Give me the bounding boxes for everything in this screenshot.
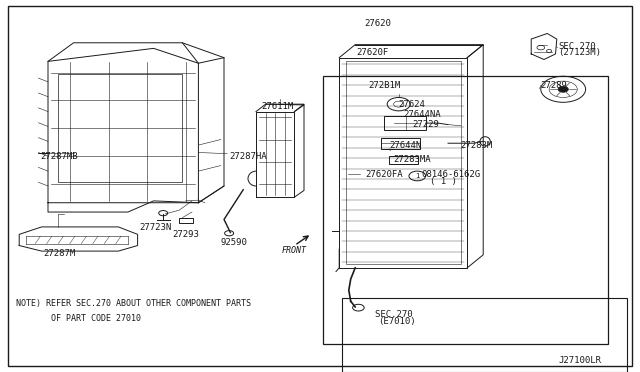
Text: 27293: 27293 [173,230,200,239]
Bar [389,156,418,164]
Text: 27620: 27620 [364,19,391,28]
Bar [346,61,461,264]
Text: 1: 1 [415,173,420,179]
Text: 27287HA: 27287HA [229,152,267,161]
Bar [323,76,608,344]
Text: 92590: 92590 [221,238,248,247]
Text: 27283MA: 27283MA [393,155,431,164]
Bar [384,116,426,130]
Text: 27229: 27229 [413,120,440,129]
Text: 27289: 27289 [541,81,568,90]
Text: SEC.270: SEC.270 [558,42,596,51]
Text: 27611M: 27611M [261,102,293,110]
Text: J27100LR: J27100LR [559,356,602,365]
Text: NOTE) REFER SEC.270 ABOUT OTHER COMPONENT PARTS: NOTE) REFER SEC.270 ABOUT OTHER COMPONEN… [16,299,251,308]
Bar [381,138,420,149]
Text: (27123M): (27123M) [558,48,601,57]
Text: 27644N: 27644N [389,141,421,150]
Circle shape [558,86,568,92]
Text: 27287MB: 27287MB [40,152,78,161]
Text: 27644NA: 27644NA [403,110,441,119]
Text: 27620F: 27620F [356,48,388,57]
Text: 272B1M: 272B1M [368,81,400,90]
Text: OF PART CODE 27010: OF PART CODE 27010 [16,314,141,323]
Text: 27723N: 27723N [140,223,172,232]
Text: 27620FA: 27620FA [365,170,403,179]
Text: 27283M: 27283M [461,141,493,150]
Text: 27624: 27624 [398,100,425,109]
Text: FRONT: FRONT [282,246,307,254]
Text: ( 1 ): ( 1 ) [430,177,457,186]
Text: (E7010): (E7010) [378,317,415,326]
Bar [58,74,182,182]
Text: 27287M: 27287M [44,249,76,258]
Text: SEC.270: SEC.270 [375,310,419,319]
Text: 08146-6162G: 08146-6162G [422,170,481,179]
Bar [179,218,193,223]
Bar [342,298,627,372]
